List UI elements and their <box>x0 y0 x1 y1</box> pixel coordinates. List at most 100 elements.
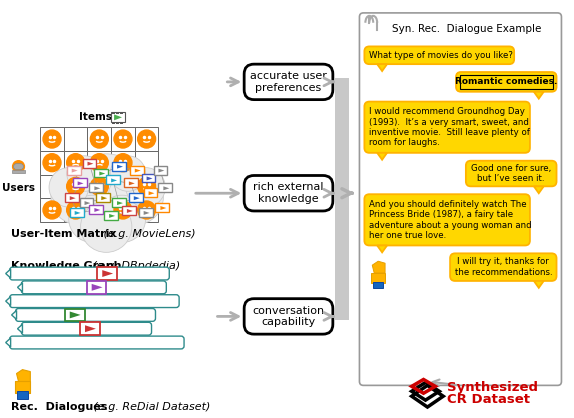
Polygon shape <box>534 92 544 99</box>
Text: Romantic comedies.: Romantic comedies. <box>455 77 557 87</box>
Bar <box>116 112 119 115</box>
Bar <box>83 159 96 168</box>
FancyBboxPatch shape <box>244 64 333 99</box>
FancyBboxPatch shape <box>14 164 24 170</box>
Polygon shape <box>377 245 387 252</box>
Text: Items: Items <box>79 112 112 122</box>
Polygon shape <box>160 206 166 210</box>
Bar <box>40 127 64 151</box>
Text: CR Dataset: CR Dataset <box>447 393 530 406</box>
Circle shape <box>43 201 61 219</box>
Bar <box>40 151 64 174</box>
Polygon shape <box>534 186 544 193</box>
Circle shape <box>98 195 146 242</box>
Circle shape <box>80 201 132 252</box>
Bar <box>135 198 158 222</box>
Text: What type of movies do you like?: What type of movies do you like? <box>369 51 513 60</box>
Text: Rec.  Dialogues: Rec. Dialogues <box>11 402 107 412</box>
Polygon shape <box>11 311 17 319</box>
Bar <box>122 206 136 215</box>
FancyBboxPatch shape <box>21 322 152 335</box>
FancyBboxPatch shape <box>359 13 561 385</box>
Bar <box>98 267 117 280</box>
Circle shape <box>43 154 61 172</box>
Polygon shape <box>158 168 164 173</box>
Bar <box>87 281 106 294</box>
FancyBboxPatch shape <box>15 308 156 321</box>
Bar <box>120 122 123 124</box>
Polygon shape <box>117 165 123 168</box>
Circle shape <box>138 201 156 219</box>
Circle shape <box>43 130 61 148</box>
Polygon shape <box>149 191 154 195</box>
Bar <box>111 127 135 151</box>
Polygon shape <box>85 325 96 332</box>
Polygon shape <box>109 214 115 218</box>
Bar <box>87 151 111 174</box>
Bar <box>129 193 143 202</box>
Bar <box>111 174 135 198</box>
Polygon shape <box>114 115 122 120</box>
Bar <box>139 208 153 217</box>
Bar <box>40 198 64 222</box>
Polygon shape <box>92 284 103 291</box>
Bar <box>153 166 167 174</box>
FancyBboxPatch shape <box>450 253 557 281</box>
Bar <box>106 176 120 184</box>
Polygon shape <box>101 196 107 200</box>
Bar <box>87 174 111 198</box>
Text: Synthesized: Synthesized <box>447 381 538 394</box>
Bar <box>17 391 28 399</box>
Bar <box>40 174 64 198</box>
FancyBboxPatch shape <box>244 176 333 211</box>
Circle shape <box>90 154 108 172</box>
Circle shape <box>114 154 132 172</box>
Circle shape <box>110 156 146 191</box>
Bar <box>130 166 144 174</box>
Text: rich external
knowledge: rich external knowledge <box>253 182 324 204</box>
Circle shape <box>67 154 146 233</box>
Polygon shape <box>6 338 11 347</box>
Polygon shape <box>84 201 91 205</box>
Polygon shape <box>102 270 113 277</box>
Bar <box>87 127 111 151</box>
Circle shape <box>138 130 156 148</box>
Bar <box>94 168 108 178</box>
FancyBboxPatch shape <box>10 336 184 349</box>
FancyBboxPatch shape <box>244 299 333 334</box>
Polygon shape <box>70 196 76 200</box>
Bar <box>67 166 80 174</box>
Text: And you should definitely watch The
Princess Bride (1987), a fairy tale
adventur: And you should definitely watch The Prin… <box>369 200 532 240</box>
Bar <box>120 112 123 115</box>
Polygon shape <box>117 201 123 205</box>
Bar <box>135 174 158 198</box>
Polygon shape <box>111 178 117 182</box>
Text: (e.g. MovieLens): (e.g. MovieLens) <box>100 229 196 239</box>
Polygon shape <box>70 311 80 319</box>
Circle shape <box>108 170 164 225</box>
Bar <box>96 193 110 202</box>
FancyBboxPatch shape <box>466 161 557 186</box>
FancyBboxPatch shape <box>364 194 530 245</box>
Polygon shape <box>72 168 77 173</box>
Polygon shape <box>135 168 141 173</box>
Bar <box>112 122 115 124</box>
Bar <box>64 174 87 198</box>
Bar <box>135 151 158 174</box>
Bar <box>64 127 87 151</box>
Text: conversation
capability: conversation capability <box>253 306 324 327</box>
Bar <box>65 308 84 321</box>
Polygon shape <box>377 153 387 160</box>
Bar <box>156 203 169 212</box>
Circle shape <box>67 177 84 195</box>
Polygon shape <box>75 211 80 215</box>
Circle shape <box>126 168 165 207</box>
Polygon shape <box>6 297 11 306</box>
Bar <box>142 173 156 182</box>
Polygon shape <box>18 283 22 292</box>
Text: Syn. Rec.  Dialogue Example: Syn. Rec. Dialogue Example <box>391 24 541 34</box>
Polygon shape <box>77 181 84 185</box>
Polygon shape <box>94 186 100 190</box>
Polygon shape <box>6 269 11 278</box>
Bar <box>112 162 126 171</box>
